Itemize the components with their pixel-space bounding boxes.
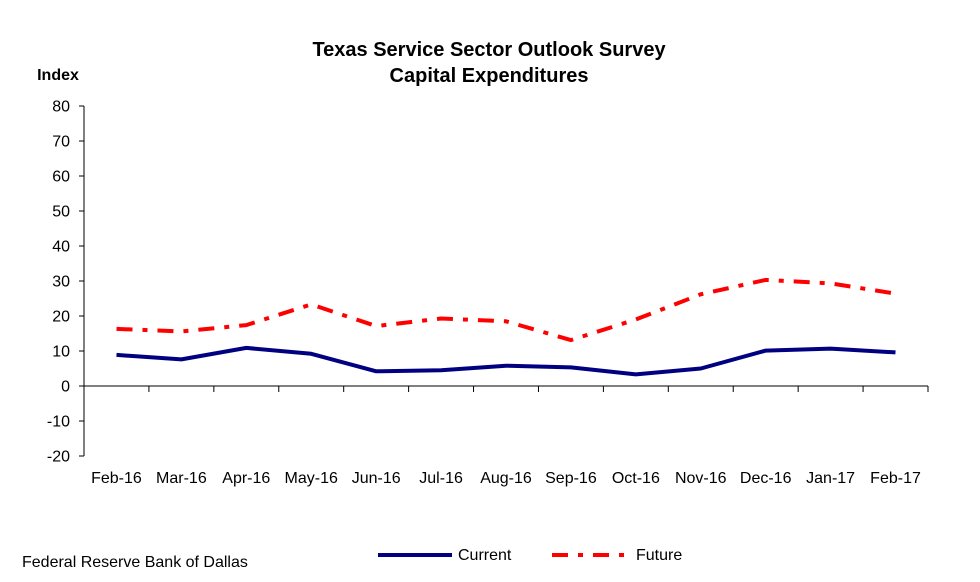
x-tick-label: Jan-17 (806, 470, 855, 487)
x-tick-label: Sep-16 (545, 470, 597, 487)
y-tick-label: 60 (52, 169, 70, 186)
x-tick-label: Feb-17 (870, 470, 921, 487)
y-axis: 80 70 60 50 40 30 20 10 0 -10 -20 (47, 99, 85, 466)
x-tick-label: Apr-16 (222, 470, 270, 487)
x-tick-label: Dec-16 (740, 470, 792, 487)
series-line-current (116, 345, 896, 377)
x-tick-label: Jun-16 (352, 470, 401, 487)
y-tick-label: -20 (47, 449, 70, 466)
x-tick-label: Mar-16 (156, 470, 207, 487)
x-tick-label: May-16 (285, 470, 338, 487)
y-tick-label: 10 (52, 344, 70, 361)
y-tick-label: 20 (52, 309, 70, 326)
y-tick-label: 0 (61, 379, 70, 396)
series-layer (116, 277, 896, 377)
y-tick-label: 30 (52, 274, 70, 291)
chart-subtitle: Capital Expenditures (390, 65, 589, 87)
y-tick-label: 70 (52, 134, 70, 151)
y-tick-label: 40 (52, 239, 70, 256)
y-tick-label: 80 (52, 99, 70, 116)
chart-title: Texas Service Sector Outlook Survey (312, 39, 666, 61)
series-line-future (116, 277, 896, 343)
y-tick-label: 50 (52, 204, 70, 221)
x-tick-label: Feb-16 (91, 470, 142, 487)
y-axis-label: Index (37, 67, 79, 84)
legend: Current Future (378, 547, 682, 564)
x-tick-label: Jul-16 (419, 470, 463, 487)
x-tick-label: Oct-16 (612, 470, 660, 487)
legend-label-future: Future (636, 547, 682, 564)
source-note: Federal Reserve Bank of Dallas (22, 554, 248, 571)
x-tick-label: Nov-16 (675, 470, 727, 487)
y-tick-label: -10 (47, 414, 70, 431)
x-tick-label: Aug-16 (480, 470, 532, 487)
legend-label-current: Current (458, 547, 512, 564)
x-axis: Feb-16 Mar-16 Apr-16 May-16 Jun-16 Jul-16 Aug-… (83, 385, 929, 487)
